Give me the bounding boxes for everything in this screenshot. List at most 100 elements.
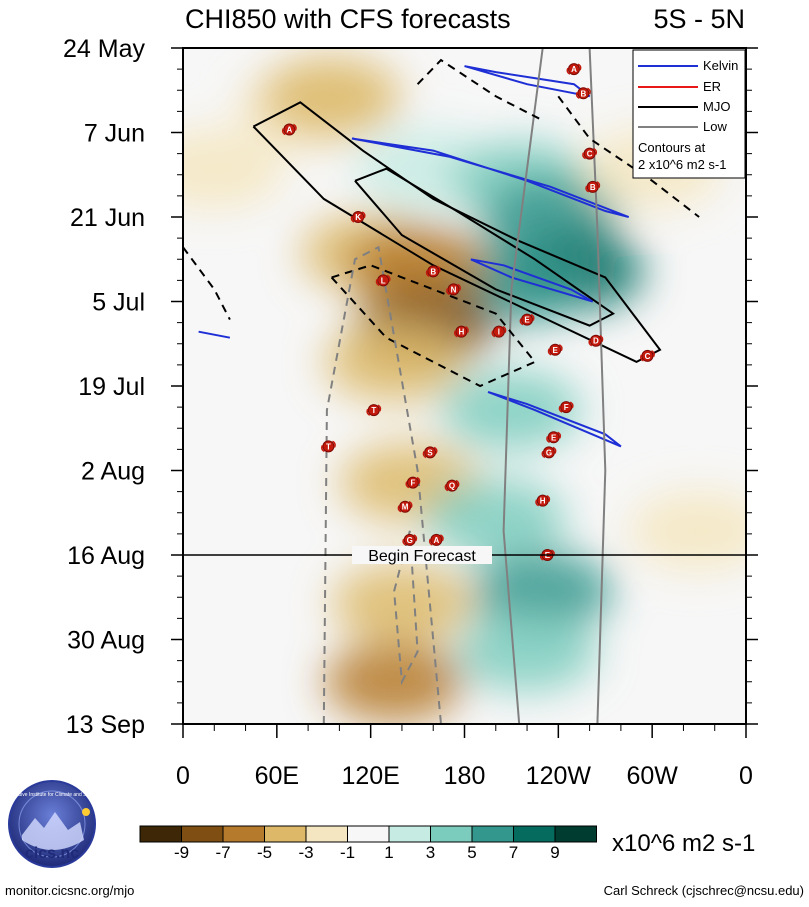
x-tick-label: 60W: [626, 762, 678, 790]
legend-label-low: Low: [703, 119, 727, 134]
colorbar-tick-label: -9: [174, 843, 189, 862]
logo-orbit: [18, 790, 86, 858]
storm-marker: F: [405, 476, 421, 489]
contour-low-grey-dashed: [322, 245, 442, 724]
storm-icon: [577, 87, 590, 100]
logo-ring-text: Cooperative Institute for Climate and Sa…: [1, 792, 104, 798]
storm-label: B: [590, 183, 596, 192]
storm-arm-icon: [366, 408, 371, 416]
logo-text: cics.nc: [25, 845, 79, 862]
storm-arm-icon: [588, 339, 593, 347]
storm-icon: [521, 313, 534, 326]
storm-label: M: [402, 503, 409, 512]
storm-icon: [542, 446, 555, 459]
chart-subtitle: 5S - 5N: [653, 4, 745, 34]
storm-label: F: [410, 479, 415, 488]
contour-mjo: [354, 167, 616, 327]
colorbar-tick-label: -1: [340, 843, 355, 862]
storm-label: K: [355, 213, 361, 222]
storm-marker: B: [575, 87, 591, 100]
footer-right: Carl Schreck (cjschrec@ncsu.edu): [604, 883, 804, 898]
storm-label: C: [645, 352, 651, 361]
storm-marker: H: [535, 494, 551, 507]
anomaly-field: [183, 56, 746, 722]
storm-arm-icon: [535, 499, 540, 507]
contour-kelvin: [470, 258, 594, 303]
storm-icon: [641, 349, 654, 362]
colorbar-swatch: [430, 825, 473, 843]
storm-arm-icon: [425, 269, 430, 277]
contour-low-dashed: [416, 58, 544, 122]
storm-arm-icon: [586, 87, 591, 95]
storm-label: I: [498, 328, 500, 337]
storm-icon: [445, 479, 458, 492]
storm-icon: [583, 147, 596, 160]
colorbar-tick-label: -7: [215, 843, 230, 862]
colorbar-swatch: [139, 825, 182, 843]
storm-label: A: [286, 125, 292, 134]
y-tick-label: 5 Jul: [92, 289, 145, 317]
storm-label: S: [427, 448, 433, 457]
storm-marker: D: [588, 334, 604, 347]
storm-arm-icon: [428, 538, 433, 546]
y-tick-label: 21 Jun: [70, 204, 145, 232]
storm-arm-icon: [491, 330, 496, 338]
storm-arm-icon: [422, 451, 427, 459]
storm-icon: [427, 265, 440, 278]
storm-icon: [352, 211, 365, 223]
storm-marker: G: [541, 446, 557, 459]
colorbar-tick-label: -3: [298, 843, 313, 862]
contour-lines: [183, 48, 700, 724]
storm-label: E: [553, 346, 559, 355]
storm-arm-icon: [332, 440, 336, 448]
storm-icon: [403, 533, 416, 546]
storm-arm-icon: [397, 505, 402, 513]
storm-label: E: [524, 316, 530, 325]
storm-arm-icon: [575, 91, 580, 99]
storm-arm-icon: [453, 330, 458, 338]
contour-low-grey-dashed: [393, 530, 419, 686]
anomaly-blob: [331, 563, 472, 644]
storm-marker: G: [402, 533, 418, 546]
storm-icon: [367, 404, 380, 417]
storm-label: T: [371, 406, 376, 415]
legend-label-kelvin: Kelvin: [703, 58, 738, 73]
storm-arm-icon: [640, 354, 644, 362]
colorbar-swatch: [347, 825, 390, 843]
storm-label: G: [546, 448, 552, 457]
storm-label: H: [540, 497, 546, 506]
storm-arm-icon: [569, 401, 574, 409]
storm-marker: K: [350, 211, 366, 223]
storm-arm-icon: [546, 495, 551, 503]
colorbar-swatch: [305, 825, 348, 843]
storm-arm-icon: [530, 313, 535, 321]
storm-marker: L: [375, 274, 391, 287]
storm-arm-icon: [405, 481, 410, 489]
storm-arm-icon: [433, 446, 438, 454]
storm-marker: E: [547, 343, 563, 356]
contour-kelvin: [198, 330, 231, 339]
storm-label: F: [564, 403, 569, 412]
storm-marker: A: [428, 533, 444, 546]
storm-icon: [399, 500, 412, 513]
y-tick-label: 16 Aug: [67, 542, 145, 570]
contour-low-dashed: [557, 95, 700, 218]
anomaly-blob: [629, 490, 746, 571]
logo-sun: [82, 808, 90, 816]
storm-arm-icon: [596, 181, 601, 189]
storm-arm-icon: [361, 211, 366, 219]
footer-left: monitor.cicsnc.org/mjo: [5, 883, 134, 898]
forecast-label-bg: [352, 546, 492, 564]
storm-marker: N: [446, 283, 461, 296]
logo-mountain: [22, 812, 84, 850]
storm-label: L: [381, 276, 386, 285]
storm-marker: C: [582, 147, 598, 160]
storm-arm-icon: [350, 215, 355, 223]
storm-arm-icon: [465, 326, 469, 334]
storm-arm-icon: [281, 128, 286, 136]
x-tick-label: 0: [176, 762, 190, 790]
colorbar-tick-label: 1: [384, 843, 393, 862]
y-axis: 24 May 7 Jun 21 Jun 5 Jul 19 Jul 2 Aug 16 Aug 3…: [63, 35, 758, 739]
storm-label: A: [571, 65, 577, 74]
